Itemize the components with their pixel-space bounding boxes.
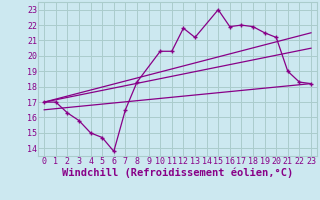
- X-axis label: Windchill (Refroidissement éolien,°C): Windchill (Refroidissement éolien,°C): [62, 168, 293, 178]
